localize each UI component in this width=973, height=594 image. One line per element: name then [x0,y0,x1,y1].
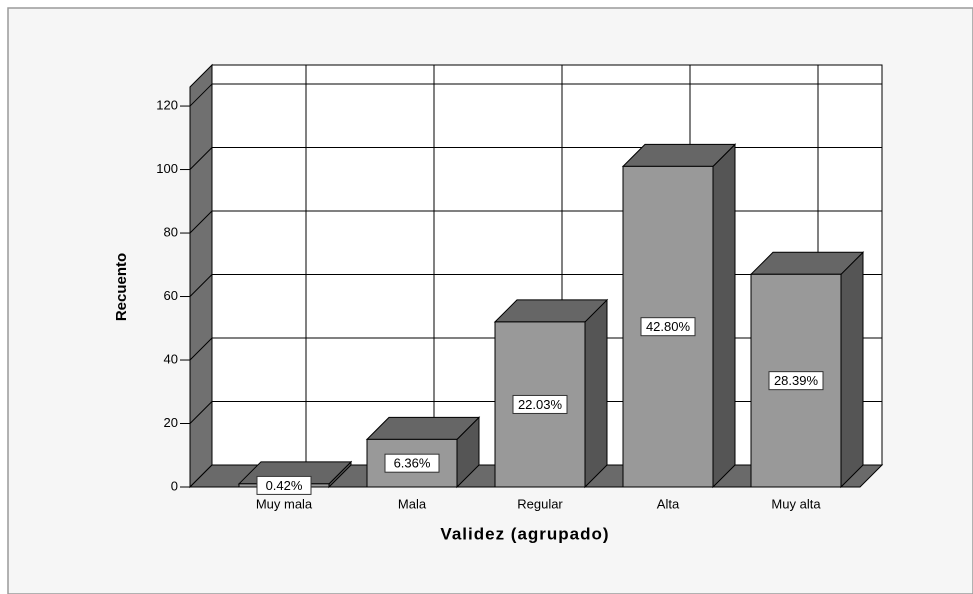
data-label-box [512,394,568,414]
data-label: 22.03% [518,397,563,412]
y-tick-label: 120 [156,97,178,112]
y-tick-label: 40 [164,351,178,366]
data-label-box [640,317,696,337]
data-label-box [768,371,824,391]
y-tick-label: 60 [164,288,178,303]
grid-line [189,337,213,361]
x-tick-label: Alta [657,496,680,511]
x-tick-label: Muy alta [771,496,821,511]
data-label: 42.80% [646,319,691,334]
y-tick-label: 20 [164,415,178,430]
grid-line [189,274,213,297]
y-tick-label: 0 [171,478,178,493]
bar-side [712,143,736,489]
y-axis-title: Recuento [113,253,130,321]
data-label: 28.39% [774,373,819,388]
x-tick-label: Regular [517,496,563,511]
data-label-box [256,475,312,495]
x-tick-label: Mala [398,496,427,511]
x-axis-title: Validez (agrupado) [440,524,609,543]
data-label: 0.42% [266,478,303,493]
data-label: 6.36% [394,456,431,471]
left-wall [189,63,213,489]
bar-side [840,251,864,489]
x-tick-label: Muy mala [256,496,313,511]
grid-line [189,210,213,234]
grid-line [189,83,213,107]
bar-side [584,298,608,489]
grid-line [189,147,213,170]
y-tick-label: 100 [156,161,178,176]
data-label-box [384,453,440,473]
y-tick-label: 80 [164,224,178,239]
grid-line [189,401,213,424]
